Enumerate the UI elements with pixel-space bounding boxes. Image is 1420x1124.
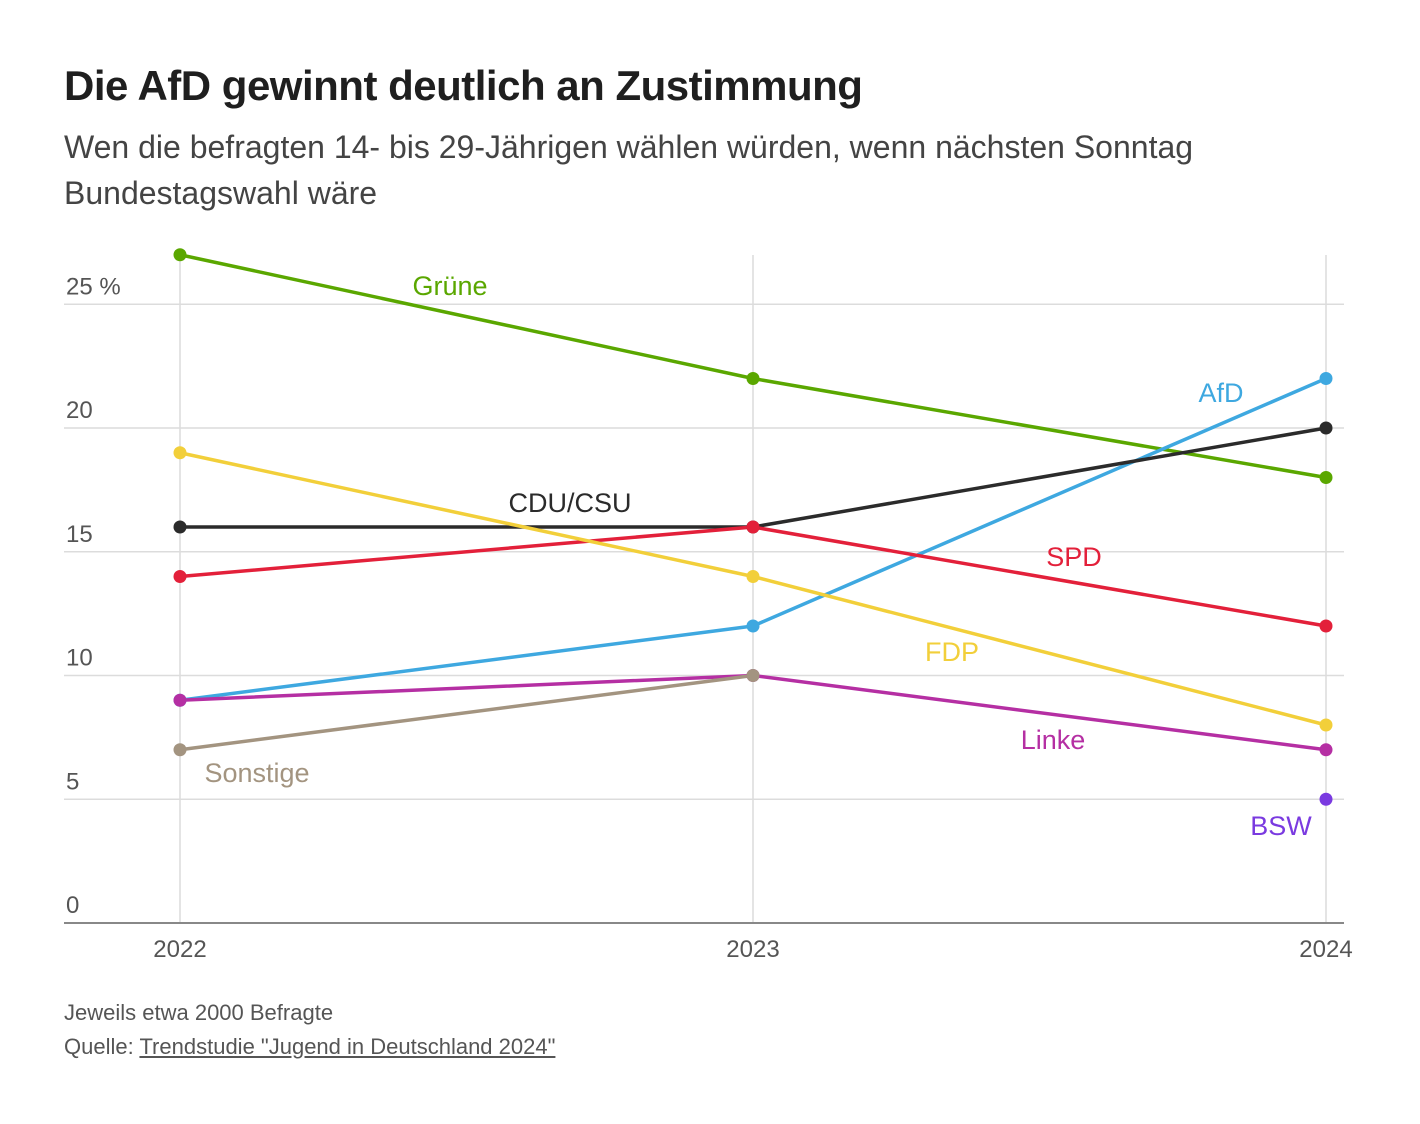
point-fdp-2022 xyxy=(173,446,187,460)
y-tick-label-25: 25 % xyxy=(66,273,121,300)
point-sonstige-2023 xyxy=(746,669,760,682)
y-tick-label-20: 20 xyxy=(66,397,93,424)
source-link[interactable]: Trendstudie "Jugend in Deutschland 2024" xyxy=(139,1034,556,1059)
chart-subtitle: Wen die befragten 14- bis 29-Jährigen wä… xyxy=(64,129,1194,211)
series-label-fdp: FDP xyxy=(925,637,979,667)
point-fdp-2023 xyxy=(746,570,760,583)
series-label-bsw: BSW xyxy=(1250,811,1312,841)
y-tick-label-10: 10 xyxy=(66,645,93,672)
point-cdu-csu-2024 xyxy=(1319,421,1333,435)
chart-title: Die AfD gewinnt deutlich an Zustimmung xyxy=(64,62,863,109)
point-afd-2023 xyxy=(746,619,760,633)
series-label-spd: SPD xyxy=(1046,542,1102,572)
point-linke-2024 xyxy=(1319,743,1333,757)
series-label-afd: AfD xyxy=(1198,378,1243,408)
x-tick-label-2023: 2023 xyxy=(726,936,779,963)
y-tick-label-15: 15 xyxy=(66,521,93,548)
source-line: Quelle: Trendstudie "Jugend in Deutschla… xyxy=(64,1030,555,1064)
point-sonstige-2022 xyxy=(173,743,187,757)
point-linke-2022 xyxy=(173,693,187,707)
x-tick-label-2022: 2022 xyxy=(153,936,206,963)
point-bsw-2024 xyxy=(1319,792,1333,806)
series-label-gruene: Grüne xyxy=(412,271,487,301)
series-label-cdu-csu: CDU/CSU xyxy=(508,488,631,518)
series-label-sonstige: Sonstige xyxy=(204,758,309,788)
point-cdu-csu-2022 xyxy=(173,520,187,534)
point-spd-2022 xyxy=(173,570,187,583)
point-gruene-2022 xyxy=(173,248,187,262)
series-line-sonstige xyxy=(178,673,755,752)
point-spd-2023 xyxy=(746,520,760,534)
series-label-linke: Linke xyxy=(1021,725,1086,755)
source-prefix: Quelle: xyxy=(64,1034,134,1059)
point-gruene-2024 xyxy=(1319,471,1333,484)
y-tick-label-5: 5 xyxy=(66,768,79,795)
chart-footer: Jeweils etwa 2000 Befragte Quelle: Trend… xyxy=(64,996,555,1064)
sample-note: Jeweils etwa 2000 Befragte xyxy=(64,1000,334,1025)
point-gruene-2023 xyxy=(746,372,760,385)
point-afd-2024 xyxy=(1319,372,1333,385)
point-fdp-2024 xyxy=(1319,718,1333,732)
x-tick-label-2024: 2024 xyxy=(1299,936,1352,963)
y-tick-label-0: 0 xyxy=(66,892,79,919)
point-spd-2024 xyxy=(1319,619,1333,633)
